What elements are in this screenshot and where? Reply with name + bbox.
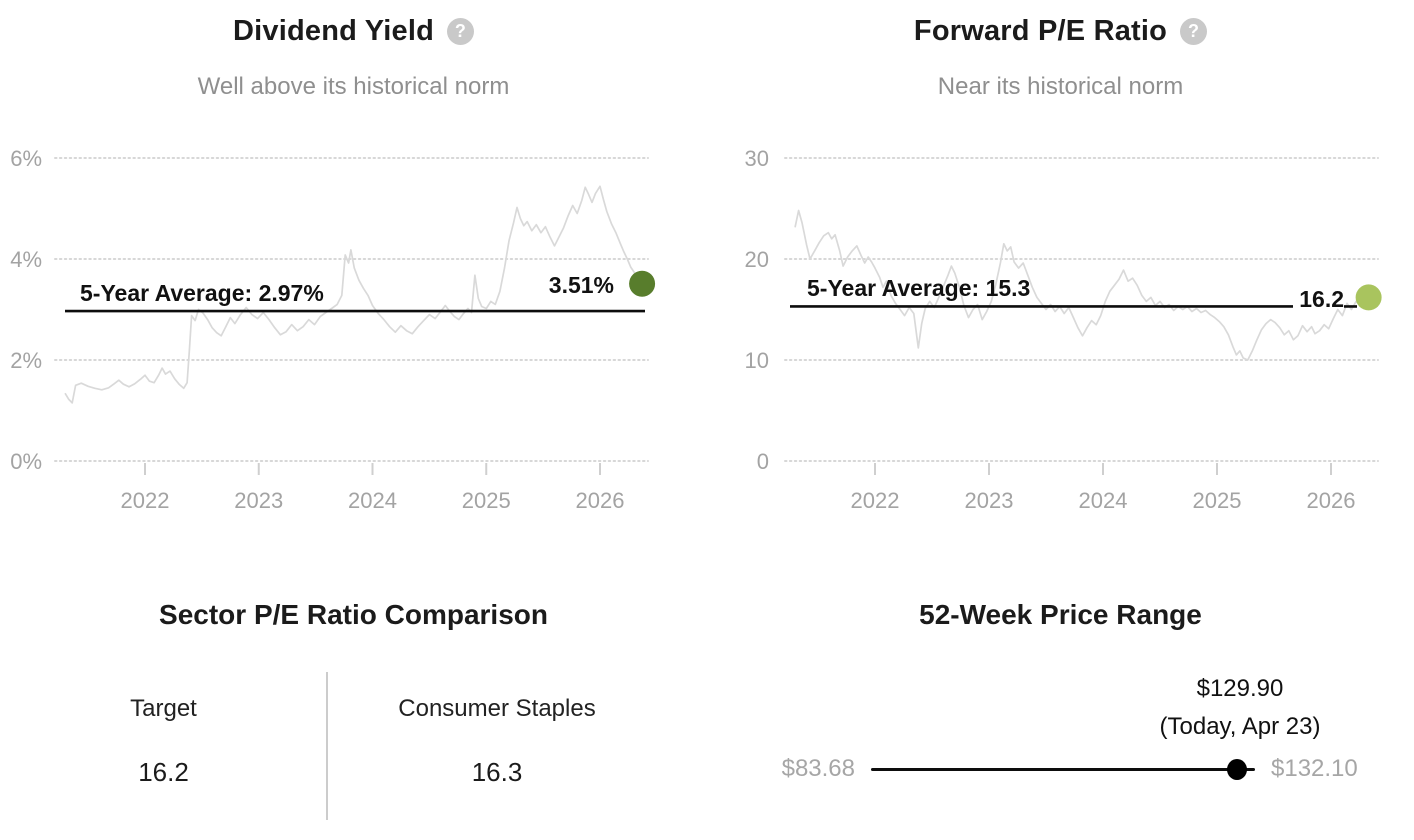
forward-pe-chart: 0 10 20 30 2022 2023 2024 2025 2026 5-Year Aver… (745, 146, 1382, 513)
series-line (794, 209, 1370, 361)
sector-column-consumer-staples: Consumer Staples 16.3 (327, 694, 667, 788)
sector-column-target: Target 16.2 (0, 694, 327, 788)
sector-column-label: Consumer Staples (398, 695, 596, 722)
current-price-marker (1227, 759, 1247, 780)
help-icon[interactable]: ? (447, 18, 474, 45)
dividend-yield-title-row: Dividend Yield ? (0, 15, 707, 48)
x-tick-label: 2025 (1193, 488, 1242, 513)
forward-pe-subtitle: Near its historical norm (937, 73, 1184, 100)
dividend-yield-subtitle: Well above its historical norm (197, 73, 510, 100)
price-range-title: 52-Week Price Range (919, 599, 1202, 630)
gridlines-group: 0% 2% 4% 6% (10, 146, 649, 474)
sector-comparison-title: Sector P/E Ratio Comparison (159, 599, 548, 630)
sector-column-label: Target (130, 695, 197, 722)
help-icon[interactable]: ? (1180, 18, 1208, 45)
average-label: 5-Year Average: 15.3 (807, 275, 1030, 301)
series-group (794, 209, 1370, 361)
x-tick-label: 2024 (1079, 488, 1128, 513)
range-high-label: $132.10 (1271, 755, 1358, 782)
forward-pe-title-row: Forward P/E Ratio ? (707, 15, 1414, 48)
x-axis-group: 2022 2023 2024 2025 2026 (851, 463, 1356, 513)
x-tick-label: 2023 (965, 488, 1014, 513)
current-price-label: $129.90 (1196, 675, 1284, 702)
dividend-yield-title: Dividend Yield (232, 15, 434, 47)
question-mark-glyph: ? (1187, 21, 1200, 41)
y-tick-label: 20 (745, 247, 769, 272)
y-tick-label: 2% (10, 348, 42, 373)
range-low-label: $83.68 (781, 755, 855, 782)
sector-column-value: 16.2 (138, 757, 189, 787)
y-tick-label: 10 (745, 348, 769, 373)
x-tick-label: 2022 (121, 488, 170, 513)
gridlines-group: 0 10 20 30 (745, 146, 1379, 474)
series-line (64, 185, 643, 404)
question-mark-glyph: ? (454, 21, 467, 41)
current-value-label: 3.51% (549, 272, 614, 298)
x-tick-label: 2026 (1307, 488, 1356, 513)
x-tick-label: 2025 (462, 488, 511, 513)
current-value-dot (1355, 284, 1382, 311)
y-tick-label: 4% (10, 247, 42, 272)
current-price-caption: (Today, Apr 23) (1159, 713, 1321, 740)
dividend-yield-chart: 0% 2% 4% 6% 2022 2023 2024 2025 2026 5-Year Ave… (10, 146, 656, 513)
sector-column-value: 16.3 (471, 757, 523, 787)
x-tick-label: 2024 (348, 488, 397, 513)
series-group (64, 185, 643, 404)
column-divider (326, 672, 328, 820)
x-tick-label: 2022 (851, 488, 900, 513)
y-tick-label: 30 (745, 146, 769, 171)
sector-comparison-columns: Target 16.2 Consumer Staples 16.3 (0, 694, 667, 788)
average-label: 5-Year Average: 2.97% (80, 280, 324, 306)
x-axis-group: 2022 2023 2024 2025 2026 (121, 463, 625, 513)
forward-pe-title: Forward P/E Ratio (913, 15, 1168, 47)
current-value-dot (629, 270, 656, 297)
current-value-label: 16.2 (1299, 286, 1344, 312)
y-tick-label: 0% (10, 449, 42, 474)
y-tick-label: 0 (757, 449, 769, 474)
x-tick-label: 2023 (234, 488, 283, 513)
x-tick-label: 2026 (576, 488, 625, 513)
price-range-track (871, 768, 1255, 771)
y-tick-label: 6% (10, 146, 42, 171)
